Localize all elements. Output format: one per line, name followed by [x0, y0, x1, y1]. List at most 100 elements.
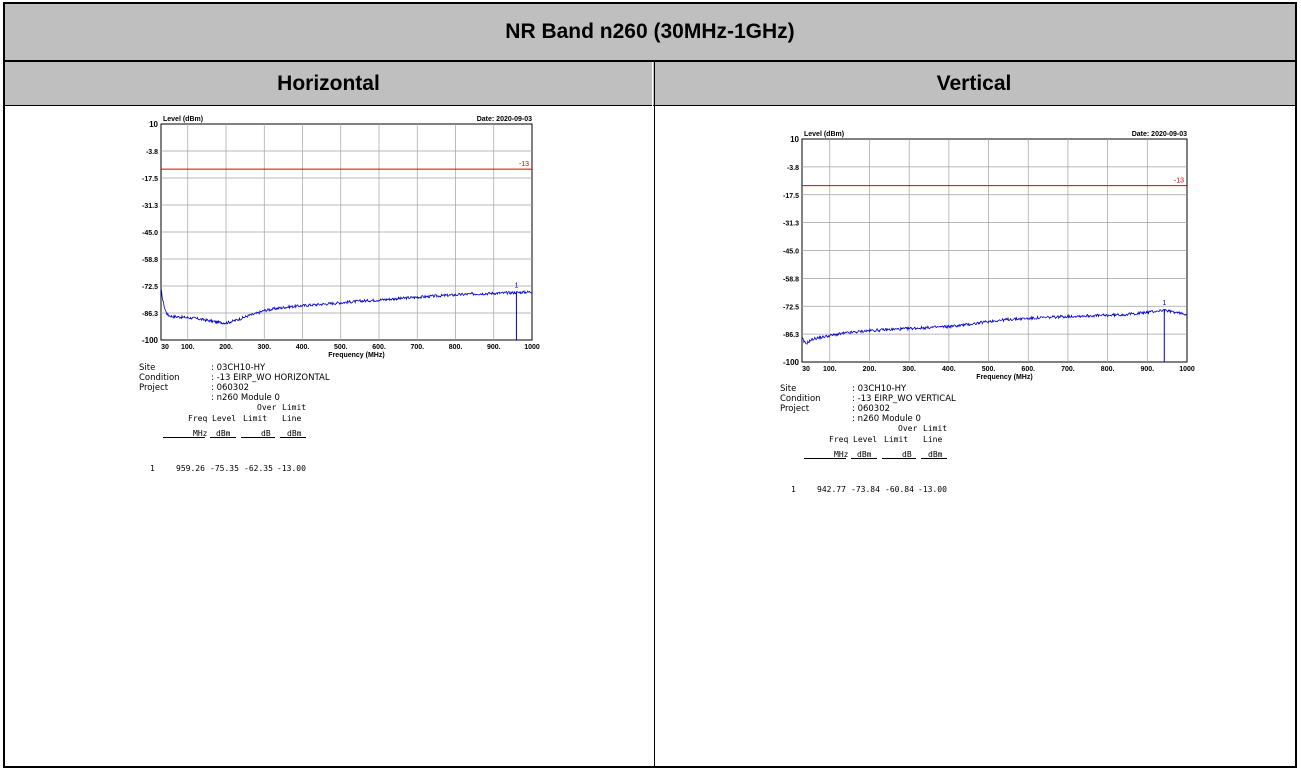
horizontal-info-block: Site : 03CH10-HY Condition : -13 EIRP_WO H…: [139, 363, 330, 403]
header-limit: Limit: [923, 424, 948, 433]
header-freq: Freq: [188, 414, 208, 423]
project-value: : 060302: [211, 383, 250, 393]
y-axis-label: Level (dBm): [163, 116, 203, 123]
header-over: Over: [257, 403, 277, 412]
row-line: -13.00: [277, 464, 306, 473]
row-freq: 942.77: [817, 485, 846, 494]
site-value: : 03CH10-HY: [211, 363, 266, 373]
header-limit: Limit: [282, 403, 307, 412]
y-tick-label: -17.5: [783, 193, 799, 200]
module-value: : n260 Module 0: [852, 414, 921, 424]
header-level: Level: [212, 414, 237, 423]
column-header-vertical: Vertical: [653, 62, 1295, 106]
date-label: Date: 2020-09-03: [1132, 131, 1187, 138]
header-level: Level: [853, 435, 878, 444]
unit-line: dBm: [287, 429, 302, 438]
unit-line: dBm: [928, 450, 943, 459]
emission-trace: [801, 308, 1188, 345]
x-tick-label: 700.: [1061, 366, 1075, 373]
module-value: : n260 Module 0: [211, 393, 280, 403]
horizontal-results-table: Over Limit Freq Level Limit Line MHz dBm…: [139, 403, 339, 483]
x-tick-label: 800.: [1101, 366, 1115, 373]
row-level: -75.35: [210, 464, 239, 473]
x-tick-label: 300.: [257, 344, 271, 351]
x-axis-label: Frequency (MHz): [328, 352, 384, 359]
x-tick-label: 100.: [823, 366, 837, 373]
x-tick-label: 200.: [863, 366, 877, 373]
x-tick-label: 1000: [524, 344, 540, 351]
header-limit-over: Limit: [884, 435, 909, 444]
y-tick-label: -31.3: [142, 203, 158, 210]
y-tick-label: -45.0: [142, 230, 158, 237]
y-tick-label: -72.5: [783, 304, 799, 311]
x-tick-label: 200.: [219, 344, 233, 351]
x-axis-label: Frequency (MHz): [976, 374, 1032, 381]
x-tick-label: 900.: [1140, 366, 1154, 373]
x-tick-label: 30: [161, 344, 169, 351]
x-tick-label: 400.: [942, 366, 956, 373]
row-number: 1: [791, 485, 796, 494]
row-level: -73.84: [851, 485, 880, 494]
row-over: -62.35: [244, 464, 273, 473]
unit-level: dBm: [216, 429, 231, 438]
column-header-horizontal: Horizontal: [5, 62, 652, 106]
y-tick-label: -72.5: [142, 284, 158, 291]
column-divider: [654, 62, 655, 766]
marker-label: 1: [514, 283, 518, 290]
unit-over: dB: [261, 429, 271, 438]
y-tick-label: -45.0: [783, 249, 799, 256]
x-tick-label: 400.: [296, 344, 310, 351]
unit-over: dB: [902, 450, 912, 459]
row-number: 1: [150, 464, 155, 473]
row-freq: 959.26: [176, 464, 205, 473]
table-title: NR Band n260 (30MHz-1GHz): [5, 4, 1295, 62]
y-tick-label: -58.8: [783, 276, 799, 283]
y-tick-label: 10: [149, 120, 158, 129]
unit-freq: MHz: [834, 450, 849, 459]
x-tick-label: 30: [802, 366, 810, 373]
y-tick-label: -86.3: [142, 311, 158, 318]
project-value: : 060302: [852, 404, 891, 414]
vertical-info-block: Site: 03CH10-HY Condition: -13 EIRP_WO V…: [780, 384, 956, 424]
x-tick-label: 600.: [372, 344, 386, 351]
unit-freq: MHz: [193, 429, 208, 438]
y-axis-label: Level (dBm): [804, 131, 844, 138]
project-label: Project: [139, 383, 169, 393]
row-line: -13.00: [918, 485, 947, 494]
site-label: Site: [780, 384, 797, 394]
y-tick-label: 10: [790, 135, 799, 144]
y-tick-label: -3.8: [146, 149, 158, 156]
x-tick-label: 800.: [449, 344, 463, 351]
header-line: Line: [282, 414, 302, 423]
marker-label: 1: [1162, 300, 1166, 307]
header-freq: Freq: [829, 435, 849, 444]
x-tick-label: 700.: [410, 344, 424, 351]
y-tick-label: -17.5: [142, 176, 158, 183]
y-tick-label: -31.3: [783, 221, 799, 228]
x-tick-label: 500.: [334, 344, 348, 351]
x-tick-label: 600.: [1021, 366, 1035, 373]
x-tick-label: 1000: [1179, 366, 1195, 373]
site-label: Site: [139, 363, 156, 373]
limit-line-label: -13: [1174, 178, 1184, 185]
y-tick-label: -58.8: [142, 257, 158, 264]
emission-trace: [160, 287, 532, 325]
y-tick-label: -86.3: [783, 332, 799, 339]
project-label: Project: [780, 404, 810, 414]
condition-label: Condition: [139, 373, 180, 383]
condition-value: : -13 EIRP_WO VERTICAL: [852, 394, 956, 404]
vertical-results-table: Over Limit Freq Level Limit Line MHz dBm…: [780, 424, 980, 504]
x-tick-label: 500.: [982, 366, 996, 373]
row-over: -60.84: [885, 485, 914, 494]
x-tick-label: 100.: [181, 344, 195, 351]
condition-value: : -13 EIRP_WO HORIZONTAL: [211, 373, 330, 383]
limit-line-label: -13: [519, 161, 529, 168]
condition-label: Condition: [780, 394, 821, 404]
unit-level: dBm: [857, 450, 872, 459]
y-tick-label: -100: [142, 336, 159, 345]
header-over: Over: [898, 424, 918, 433]
date-label: Date: 2020-09-03: [477, 116, 532, 123]
y-tick-label: -3.8: [787, 165, 799, 172]
